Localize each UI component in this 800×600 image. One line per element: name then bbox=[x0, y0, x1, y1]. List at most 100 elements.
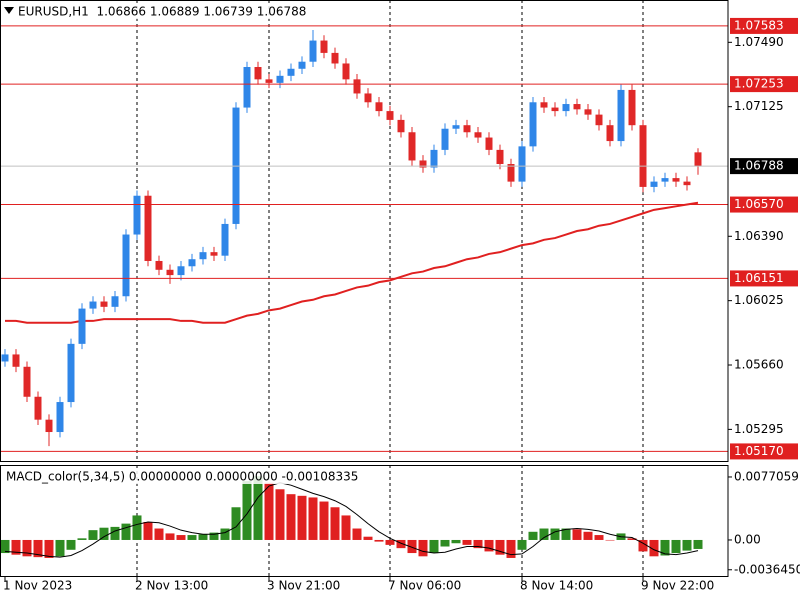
candle-body bbox=[221, 223, 229, 256]
candle-body bbox=[133, 195, 141, 235]
pane-title: EURUSD,H1 1.06866 1.06889 1.06739 1.0678… bbox=[18, 5, 306, 19]
candle-body bbox=[474, 132, 482, 138]
candle-body bbox=[89, 301, 97, 309]
macd-bar bbox=[308, 497, 318, 540]
moving-average bbox=[5, 201, 699, 324]
macd-bar bbox=[506, 539, 516, 558]
macd-bar bbox=[33, 539, 43, 558]
macd-bar bbox=[605, 539, 615, 541]
macd-bar bbox=[110, 526, 120, 540]
candle-body bbox=[485, 137, 493, 150]
candle-body bbox=[551, 107, 559, 112]
candle-body bbox=[12, 354, 20, 367]
candle-body bbox=[254, 67, 262, 80]
candle-body bbox=[309, 40, 317, 62]
macd-bar bbox=[121, 523, 131, 540]
candle-body bbox=[177, 266, 185, 276]
macd-bar bbox=[495, 539, 505, 555]
price-level-label: 1.06151 bbox=[734, 271, 784, 285]
macd-bar bbox=[264, 482, 274, 540]
macd-bar bbox=[44, 539, 54, 558]
candle-body bbox=[155, 260, 163, 270]
macd-bar bbox=[11, 539, 21, 555]
macd-bar bbox=[77, 538, 87, 540]
x-tick-label: 7 Nov 06:00 bbox=[388, 579, 461, 593]
candle-body bbox=[386, 111, 394, 120]
candle-body bbox=[672, 178, 680, 182]
candle-body bbox=[375, 102, 383, 112]
current-price-label: 1.06788 bbox=[734, 159, 784, 173]
candle-body bbox=[166, 269, 174, 276]
candle-body bbox=[650, 181, 658, 187]
y-tick-label: 0.0077059 bbox=[734, 469, 799, 483]
macd-bar bbox=[649, 539, 659, 557]
y-tick-label: 0.00 bbox=[734, 532, 761, 546]
price-level-tag bbox=[730, 76, 798, 93]
candle-body bbox=[364, 93, 372, 103]
x-tick-label: 8 Nov 14:00 bbox=[520, 579, 593, 593]
macd-bar bbox=[407, 539, 417, 554]
x-tick-label: 2 Nov 13:00 bbox=[135, 579, 208, 593]
candle-body bbox=[353, 79, 361, 94]
macd-bar bbox=[693, 539, 703, 549]
candle-body bbox=[452, 125, 460, 129]
candle-body bbox=[243, 67, 251, 108]
macd-bar bbox=[209, 532, 219, 540]
macd-bar bbox=[385, 539, 395, 545]
candle-body bbox=[661, 178, 669, 182]
price-level-label: 1.06570 bbox=[734, 197, 784, 211]
candle-body bbox=[23, 366, 31, 397]
price-level-tag bbox=[730, 443, 798, 460]
macd-bar bbox=[539, 528, 549, 540]
price-level-tag bbox=[730, 17, 798, 34]
macd-bar bbox=[330, 507, 340, 540]
macd-bar bbox=[660, 539, 670, 556]
macd-bar bbox=[187, 535, 197, 540]
macd-bar bbox=[396, 539, 406, 549]
macd-bar bbox=[275, 489, 285, 540]
candle-body bbox=[617, 89, 625, 142]
macd-bar bbox=[594, 535, 604, 540]
macd-bar bbox=[517, 539, 527, 550]
candle-body bbox=[639, 125, 647, 187]
candle-body bbox=[111, 296, 119, 307]
macd-bar bbox=[484, 539, 494, 552]
candle-body bbox=[100, 301, 108, 307]
macd-bar bbox=[220, 528, 230, 540]
macd-bar bbox=[572, 529, 582, 540]
candle-body bbox=[1, 354, 9, 362]
x-tick-label: 1 Nov 2023 bbox=[3, 579, 72, 593]
macd-bar bbox=[682, 539, 692, 551]
candle-body bbox=[210, 252, 218, 256]
y-tick-label: 1.06390 bbox=[734, 229, 784, 243]
macd-bar bbox=[66, 539, 76, 550]
pane-border bbox=[0, 0, 729, 462]
macd-bar bbox=[440, 539, 450, 547]
title-backdrop bbox=[2, 3, 302, 19]
macd-bar bbox=[88, 530, 98, 540]
macd-bar bbox=[418, 539, 428, 557]
price-level-label: 1.05170 bbox=[734, 444, 784, 458]
macd-bar bbox=[0, 539, 10, 554]
candle-body bbox=[507, 163, 515, 182]
pane-title: MACD_color(5,34,5) 0.00000000 0.00000000… bbox=[6, 470, 358, 484]
candle-body bbox=[694, 152, 702, 167]
macd-bar bbox=[627, 538, 637, 540]
macd-bar bbox=[132, 515, 142, 540]
candle-body bbox=[584, 109, 592, 115]
candle-body bbox=[144, 195, 152, 261]
candle-body bbox=[419, 160, 427, 168]
macd-bar bbox=[341, 515, 351, 540]
candle-body bbox=[573, 104, 581, 110]
x-tick-label: 9 Nov 22:00 bbox=[641, 579, 714, 593]
candle-body bbox=[298, 61, 306, 69]
price-level-tag bbox=[730, 196, 798, 213]
macd-bar bbox=[143, 521, 153, 540]
macd-bar bbox=[253, 476, 263, 540]
price-level-label: 1.07583 bbox=[734, 18, 784, 32]
candle-body bbox=[628, 89, 636, 126]
macd-bar bbox=[561, 528, 571, 540]
candle-body bbox=[331, 52, 339, 64]
signal-line bbox=[4, 482, 699, 558]
